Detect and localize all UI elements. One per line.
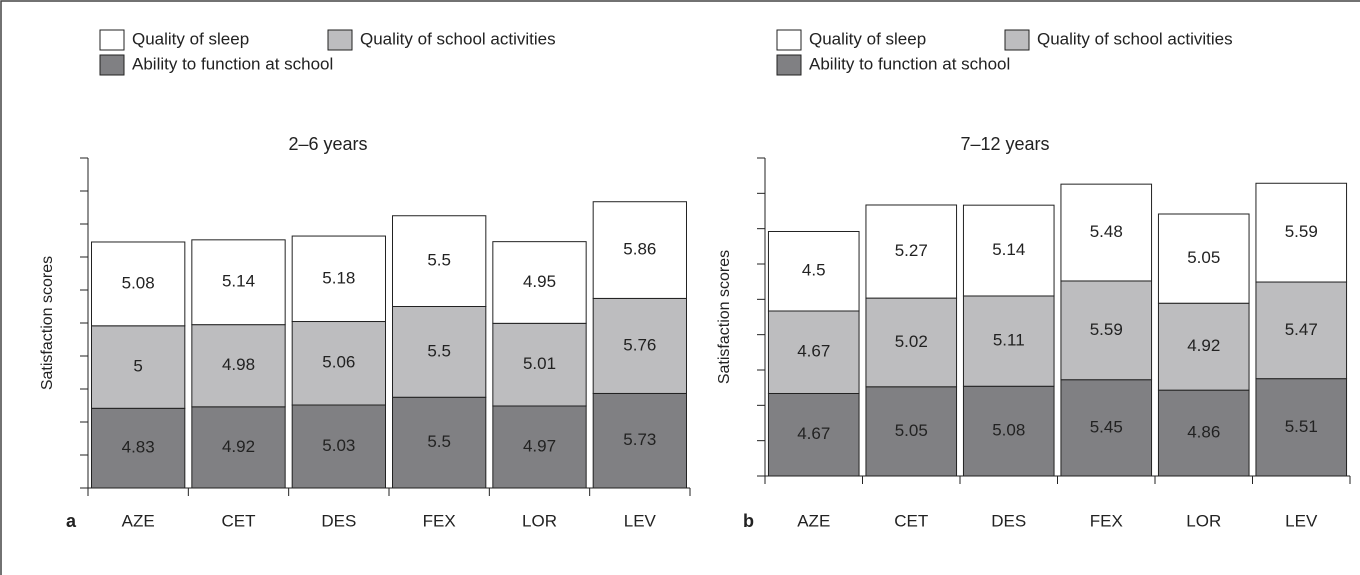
bar-segment	[91, 407, 186, 489]
bar-segment	[1157, 389, 1250, 477]
x-tick-label: LOR	[522, 511, 557, 530]
bar-segment	[1060, 183, 1153, 282]
data-label: 5.59	[1285, 222, 1318, 241]
bar-segment	[492, 322, 587, 407]
data-label: 5.14	[222, 272, 255, 291]
data-label: 5.08	[992, 421, 1025, 440]
chart-title: 7–12 years	[960, 134, 1049, 154]
data-label: 5.5	[427, 432, 451, 451]
x-tick-label: FEX	[1090, 511, 1123, 530]
data-label: 5.5	[427, 251, 451, 270]
bar-segment	[865, 386, 958, 477]
bar-segment	[592, 392, 687, 489]
data-label: 5.51	[1285, 417, 1318, 436]
x-tick-label: LEV	[624, 511, 657, 530]
data-label: 4.97	[523, 436, 556, 455]
bar-segment	[91, 325, 186, 409]
data-label: 5.14	[992, 240, 1025, 259]
data-label: 5.08	[122, 273, 155, 292]
data-label: 5.01	[523, 354, 556, 373]
data-label: 5.05	[1187, 248, 1220, 267]
x-tick-label: DES	[321, 511, 356, 530]
chart-title: 2–6 years	[288, 134, 367, 154]
x-tick-label: AZE	[797, 511, 830, 530]
legend-swatch	[99, 54, 125, 76]
bar-segment	[1255, 281, 1348, 380]
legend-label: Ability to function at school	[132, 54, 333, 73]
bar-segment	[492, 241, 587, 324]
data-label: 4.95	[523, 272, 556, 291]
bar-segment	[191, 239, 286, 326]
data-label: 5.05	[895, 421, 928, 440]
x-tick-label: CET	[222, 511, 256, 530]
data-label: 5.5	[427, 341, 451, 360]
bar-segment	[767, 310, 860, 394]
bar-segment	[962, 295, 1055, 387]
data-label: 4.92	[222, 437, 255, 456]
bar-segment	[1255, 378, 1348, 477]
legend-label: Quality of sleep	[132, 29, 249, 48]
data-label: 5.48	[1090, 222, 1123, 241]
bar-segment	[592, 297, 687, 394]
data-label: 5.59	[1090, 320, 1123, 339]
bar-segment	[767, 230, 860, 312]
data-label: 4.92	[1187, 336, 1220, 355]
y-axis-label: Satisfaction scores	[39, 256, 56, 390]
data-label: 5.06	[322, 353, 355, 372]
bar-segment	[1060, 280, 1153, 381]
data-label: 5	[133, 357, 142, 376]
data-label: 5.73	[623, 430, 656, 449]
y-axis-label: Satisfaction scores	[716, 250, 733, 384]
bar-segment	[1157, 213, 1250, 304]
data-label: 4.98	[222, 355, 255, 374]
bar-segment	[1255, 182, 1348, 283]
data-label: 5.86	[623, 240, 656, 259]
legend-swatch	[776, 29, 802, 51]
legend-label: Ability to function at school	[809, 54, 1010, 73]
data-label: 5.47	[1285, 320, 1318, 339]
bar-segment	[91, 241, 186, 327]
panel-label: b	[743, 511, 754, 531]
bar-segment	[1157, 302, 1250, 391]
x-tick-label: AZE	[122, 511, 155, 530]
bar-segment	[392, 215, 487, 307]
bar-segment	[291, 235, 386, 323]
data-label: 5.27	[895, 241, 928, 260]
bar-segment	[592, 201, 687, 299]
bar-segment	[392, 396, 487, 489]
bar-segment	[962, 204, 1055, 297]
data-label: 4.83	[122, 438, 155, 457]
bar-segment	[191, 324, 286, 408]
bar-segment	[291, 321, 386, 406]
bar-segment	[865, 204, 958, 299]
bar-segment	[767, 392, 860, 477]
data-label: 4.86	[1187, 423, 1220, 442]
x-tick-label: FEX	[423, 511, 456, 530]
bar-segment	[865, 297, 958, 388]
legend-swatch	[99, 29, 125, 51]
bar-segment	[291, 404, 386, 489]
data-label: 4.67	[797, 424, 830, 443]
x-tick-label: LEV	[1285, 511, 1318, 530]
legend-label: Quality of school activities	[1037, 29, 1233, 48]
x-tick-label: DES	[991, 511, 1026, 530]
data-label: 5.45	[1090, 417, 1123, 436]
legend-label: Quality of school activities	[360, 29, 556, 48]
data-label: 5.03	[322, 436, 355, 455]
x-tick-label: CET	[894, 511, 928, 530]
legend-swatch	[327, 29, 353, 51]
legend-swatch	[776, 54, 802, 76]
data-label: 4.67	[797, 342, 830, 361]
legend-swatch	[1004, 29, 1030, 51]
panel-label: a	[66, 511, 77, 531]
data-label: 5.76	[623, 335, 656, 354]
data-label: 4.5	[802, 261, 826, 280]
legend-label: Quality of sleep	[809, 29, 926, 48]
x-tick-label: LOR	[1186, 511, 1221, 530]
data-label: 5.02	[895, 332, 928, 351]
data-label: 5.11	[993, 331, 1025, 350]
data-label: 5.18	[322, 268, 355, 287]
